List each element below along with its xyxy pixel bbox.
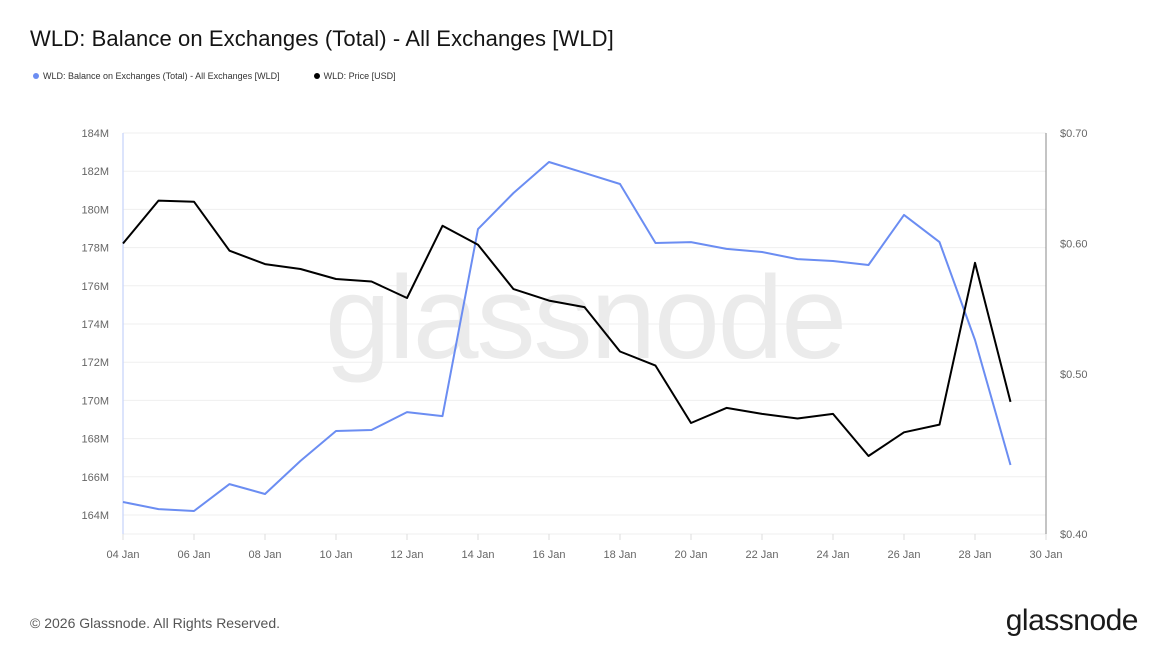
x-tick-label: 04 Jan (106, 549, 139, 561)
x-tick-label: 30 Jan (1029, 549, 1062, 561)
y-axis-left: 164M 166M 168M 170M 172M 174M 176M 178M 180M 182M… (81, 128, 109, 522)
y-right-tick-label: $0.50 (1060, 369, 1088, 381)
y-left-tick-label: 176M (81, 281, 109, 293)
legend-dot-price-icon (313, 73, 320, 79)
x-tick-label: 10 Jan (319, 549, 352, 561)
chart-title: WLD: Balance on Exchanges (Total) - All … (30, 26, 614, 51)
x-tick-label: 06 Jan (177, 549, 210, 561)
glassnode-logo: glassnode (1005, 604, 1139, 637)
x-tick-label: 14 Jan (461, 549, 494, 561)
x-tick-label: 12 Jan (390, 549, 423, 561)
y-left-tick-label: 172M (81, 357, 109, 369)
legend-item-balance[interactable]: WLD: Balance on Exchanges (Total) - All … (33, 71, 280, 81)
legend-label-balance: WLD: Balance on Exchanges (Total) - All … (43, 71, 280, 81)
y-right-tick-label: $0.60 (1060, 238, 1088, 250)
x-tick-label: 08 Jan (248, 549, 281, 561)
x-tick-label: 22 Jan (745, 549, 778, 561)
y-left-tick-label: 184M (81, 128, 109, 140)
gridlines (123, 132, 1046, 535)
y-left-tick-label: 182M (81, 166, 109, 178)
x-tick-label: 18 Jan (603, 549, 636, 561)
footer-copyright: © 2026 Glassnode. All Rights Reserved. (30, 615, 281, 631)
y-right-tick-label: $0.70 (1060, 128, 1088, 140)
x-tick-label: 20 Jan (674, 549, 707, 561)
y-left-tick-label: 170M (81, 395, 109, 407)
chart-plot-area[interactable]: glassnode 164M 166M 168M 170M 172M 174M 176M 17… (0, 0, 1170, 600)
x-tick-label: 16 Jan (532, 549, 565, 561)
watermark: glassnode (325, 252, 845, 384)
y-left-tick-label: 178M (81, 243, 109, 255)
legend-dot-balance-icon (33, 73, 39, 79)
legend-label-price: WLD: Price [USD] (323, 71, 396, 81)
x-tick-label: 28 Jan (958, 549, 991, 561)
y-left-tick-label: 168M (81, 434, 109, 446)
price-series-line[interactable] (122, 199, 1012, 457)
legend-item-price[interactable]: WLD: Price [USD] (313, 71, 396, 81)
x-tick-label: 24 Jan (816, 549, 849, 561)
y-left-tick-label: 166M (81, 472, 109, 484)
y-left-tick-label: 174M (81, 319, 109, 331)
y-right-tick-label: $0.40 (1060, 529, 1088, 541)
x-axis: 04 Jan 06 Jan 08 Jan 10 Jan 12 Jan 14 Jan 16 J… (106, 534, 1063, 561)
y-left-tick-label: 180M (81, 204, 109, 216)
y-left-tick-label: 164M (81, 510, 109, 522)
balance-series-line[interactable] (122, 161, 1012, 512)
x-tick-label: 26 Jan (887, 549, 920, 561)
legend: WLD: Balance on Exchanges (Total) - All … (33, 71, 396, 81)
y-axis-right: $0.40 $0.50 $0.60 $0.70 (1060, 128, 1088, 541)
